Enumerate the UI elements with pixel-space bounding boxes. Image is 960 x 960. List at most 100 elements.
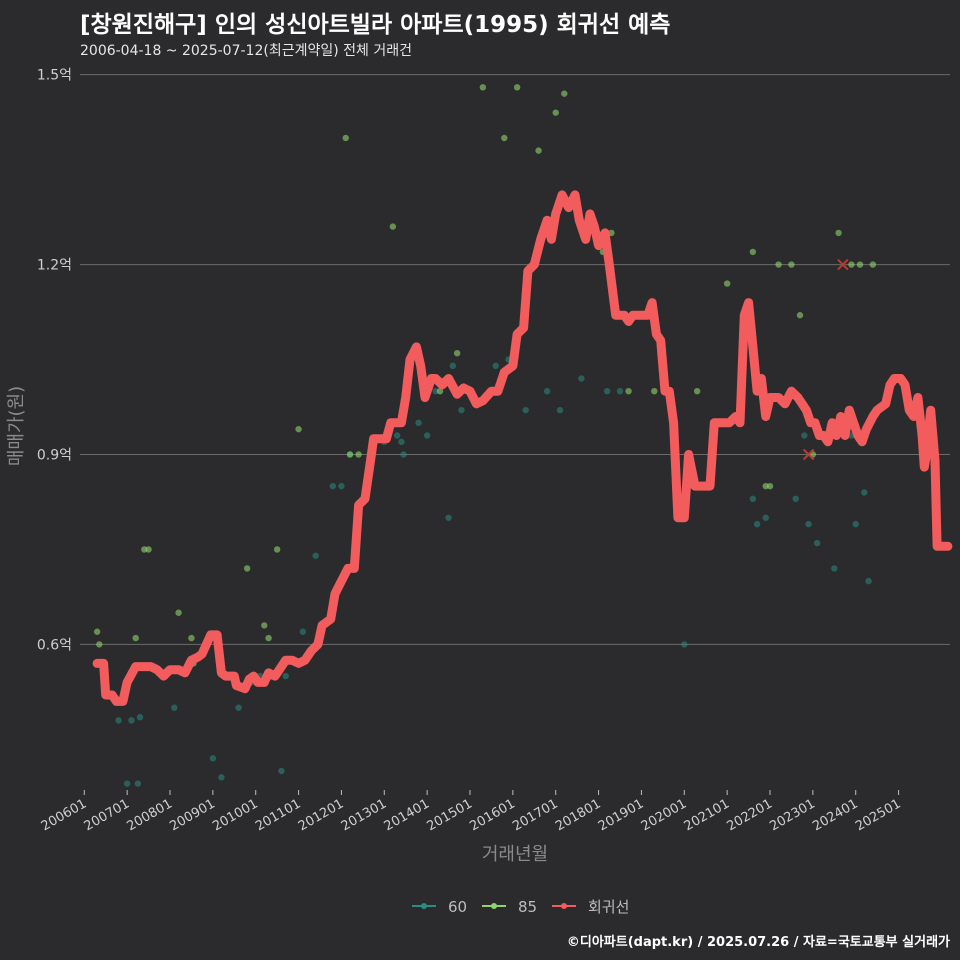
series-85-point [346, 451, 354, 458]
x-tick-label: 202101 [682, 796, 732, 834]
series-85-point [723, 280, 731, 287]
legend: 60 85 회귀선 [412, 898, 629, 916]
series-60-point [492, 362, 499, 370]
series-60-point [415, 419, 422, 427]
series-60-point [123, 780, 131, 787]
series-60-point [805, 520, 812, 528]
x-tick-label: 201901 [596, 796, 646, 834]
series-60-point [449, 362, 457, 370]
series-60-point [458, 406, 465, 414]
legend-item: 회귀선 [552, 898, 629, 916]
series-85-point [342, 134, 349, 142]
series-60-point [852, 520, 859, 528]
x-tick-label: 201101 [253, 796, 303, 834]
series-85-point [355, 451, 362, 458]
series-85-point [535, 147, 542, 154]
series-60-point [831, 565, 838, 572]
series-85-point [479, 84, 487, 91]
x-tick-label: 201001 [210, 796, 260, 834]
x-tick-label: 201701 [510, 796, 560, 834]
series-85-point [848, 261, 855, 268]
y-tick-label: 1.5억 [37, 68, 72, 84]
series-60-point [312, 552, 319, 559]
series-85-point [775, 261, 782, 268]
series-85-point [856, 261, 864, 268]
series-85-point [835, 229, 842, 237]
series-85-point [749, 248, 757, 256]
x-tick-label: 200801 [125, 796, 175, 834]
legend-label: 회귀선 [588, 898, 629, 916]
series-85-point [501, 134, 508, 142]
series-85-point [273, 546, 281, 553]
x-tick-label: 200901 [167, 796, 217, 834]
series-85-point [552, 109, 559, 116]
series-60-point [393, 432, 401, 439]
legend-label: 60 [448, 898, 467, 916]
series-85-point [453, 350, 461, 357]
y-axis-label: 매매가(원) [6, 386, 27, 466]
x-axis-label: 거래년월 [482, 844, 548, 865]
legend-item: 60 [412, 898, 467, 916]
series-60-point [543, 387, 551, 395]
legend-item: 85 [482, 898, 537, 916]
series-60-point [616, 387, 624, 395]
x-tick-label: 202001 [639, 796, 689, 834]
y-axis-ticks: 0.6억 0.9억 1.2억 1.5억 [37, 68, 72, 654]
y-tick-label: 1.2억 [37, 258, 72, 274]
series-60-point [235, 704, 242, 711]
series-60-point [136, 714, 144, 721]
series-60-point [299, 628, 307, 635]
series-60-point [861, 489, 868, 496]
x-tick-label: 202501 [853, 796, 903, 834]
series-60-point [329, 482, 337, 490]
legend-swatch-point [491, 903, 497, 909]
series-60-point [813, 539, 821, 547]
legend-swatch-point [421, 903, 427, 909]
regression-line [92, 190, 953, 706]
x-tick-label: 201401 [382, 796, 432, 834]
y-tick-label: 0.9억 [37, 447, 72, 463]
x-tick-label: 201801 [553, 796, 603, 834]
series-85-point [869, 261, 877, 268]
x-tick-label: 201501 [425, 796, 475, 834]
series-85-point [436, 387, 444, 395]
series-60-point [801, 432, 808, 439]
series-60-point [338, 482, 345, 490]
series-85-points [93, 84, 877, 680]
series-60-point [398, 438, 405, 446]
series-85-point [561, 90, 568, 97]
series-85-point [788, 261, 795, 268]
regression-cross-marker [837, 258, 849, 271]
x-tick-label: 200701 [82, 796, 132, 834]
series-60-point [603, 387, 611, 395]
series-85-point [796, 312, 804, 319]
series-60-point [400, 451, 407, 458]
series-85-point [389, 223, 397, 230]
series-85-point [93, 628, 101, 635]
series-60-point [209, 755, 217, 762]
series-60-point [278, 767, 285, 775]
x-tick-label: 201201 [296, 796, 346, 834]
series-85-point [243, 565, 251, 572]
series-85-point [188, 634, 195, 642]
x-tick-label: 200601 [39, 796, 89, 834]
footer-credit: ©디아파트(dapt.kr) / 2025.07.26 / 자료=국토교통부 실… [566, 935, 950, 950]
series-60-points [115, 356, 872, 787]
y-tick-label: 0.6억 [37, 637, 72, 653]
x-tick-label: 202201 [725, 796, 775, 834]
series-60-point [762, 514, 769, 521]
series-60-point [423, 432, 431, 439]
x-tick-label: 201301 [339, 796, 389, 834]
series-60-point [522, 406, 529, 414]
series-85-point [651, 387, 658, 395]
series-85-point [261, 622, 268, 629]
series-85-point [145, 546, 152, 553]
series-60-point [556, 406, 564, 414]
regression-line-group [92, 190, 953, 706]
series-85-point [693, 387, 701, 395]
series-85-point [265, 634, 272, 642]
series-60-point [115, 717, 122, 724]
series-85-point [96, 641, 103, 648]
series-60-point [134, 780, 142, 787]
